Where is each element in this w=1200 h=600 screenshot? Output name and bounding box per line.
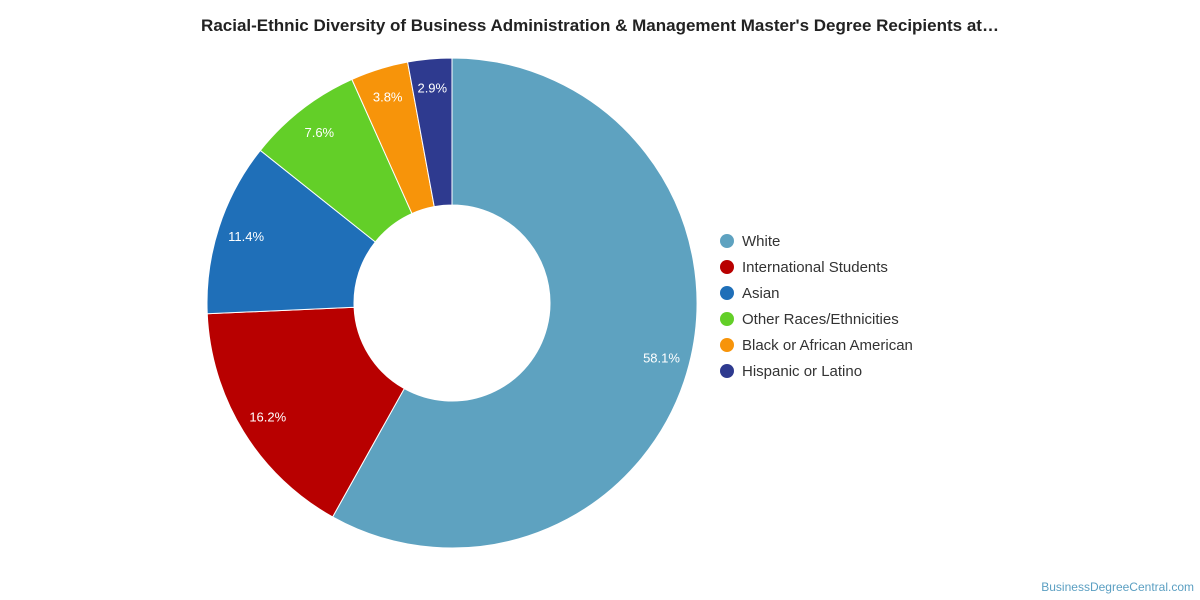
legend-label-0: White	[742, 232, 781, 250]
slice-0[interactable]	[331, 57, 698, 549]
legend-item-4[interactable]: Black or African American	[720, 332, 913, 358]
legend-swatch-3	[720, 312, 734, 326]
legend-label-3: Other Races/Ethnicities	[742, 310, 899, 328]
chart-legend: White International Students Asian Other Ra…	[720, 228, 913, 384]
legend-label-4: Black or African American	[742, 336, 913, 354]
legend-swatch-1	[720, 260, 734, 274]
legend-swatch-4	[720, 338, 734, 352]
slice-2[interactable]	[206, 149, 377, 315]
legend-item-0[interactable]: White	[720, 228, 913, 254]
slice-label-5: 2.9%	[417, 80, 447, 95]
legend-label-2: Asian	[742, 284, 780, 302]
legend-item-3[interactable]: Other Races/Ethnicities	[720, 306, 913, 332]
legend-label-1: International Students	[742, 258, 888, 276]
slice-label-4: 3.8%	[373, 89, 403, 104]
source-credit[interactable]: BusinessDegreeCentral.com	[1041, 580, 1194, 594]
slice-label-2: 11.4%	[228, 229, 264, 244]
legend-item-1[interactable]: International Students	[720, 254, 913, 280]
chart-title: Racial-Ethnic Diversity of Business Admi…	[201, 16, 999, 35]
slice-label-0: 58.1%	[643, 350, 680, 365]
legend-label-5: Hispanic or Latino	[742, 362, 863, 380]
legend-item-2[interactable]: Asian	[720, 280, 913, 306]
slice-1[interactable]	[206, 306, 405, 518]
legend-swatch-5	[720, 364, 734, 378]
legend-item-5[interactable]: Hispanic or Latino	[720, 358, 913, 384]
legend-swatch-2	[720, 286, 734, 300]
slice-5[interactable]	[407, 57, 453, 208]
slice-label-1: 16.2%	[249, 410, 286, 425]
slice-label-3: 7.6%	[304, 125, 334, 140]
legend-swatch-0	[720, 234, 734, 248]
